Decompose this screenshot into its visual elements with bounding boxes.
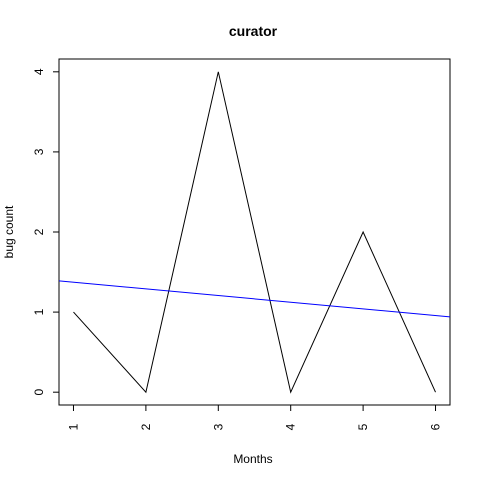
- x-tick-label: 3: [211, 423, 225, 430]
- y-axis: 0 1 2 3 4: [32, 68, 59, 396]
- chart-title: curator: [229, 23, 278, 39]
- trend-line: [58, 280, 451, 318]
- y-tick-label: 1: [32, 308, 46, 315]
- y-axis-label: bug count: [2, 205, 16, 258]
- x-axis-label: Months: [233, 452, 272, 466]
- x-tick-label: 5: [356, 423, 370, 430]
- y-tick-label: 3: [32, 148, 46, 155]
- y-tick-label: 4: [32, 68, 46, 75]
- x-axis: 1 2 3 4 5 6: [66, 405, 443, 430]
- x-tick-label: 6: [429, 423, 443, 430]
- y-tick-label: 2: [32, 228, 46, 235]
- series-group: [58, 71, 451, 394]
- y-tick-label: 0: [32, 389, 46, 396]
- series-line: [73, 71, 436, 394]
- x-tick-label: 2: [139, 423, 153, 430]
- x-tick-label: 4: [284, 423, 298, 430]
- x-tick-label: 1: [66, 423, 80, 430]
